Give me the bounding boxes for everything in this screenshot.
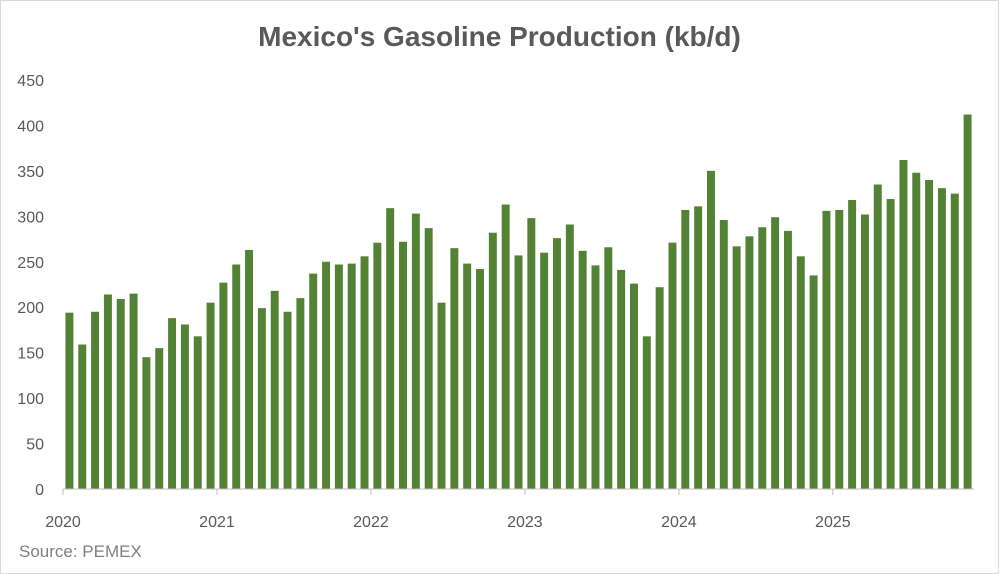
- x-tick-label: 2022: [353, 514, 389, 531]
- bar: [809, 275, 818, 489]
- bar: [745, 236, 754, 489]
- bar: [835, 209, 844, 489]
- bar: [399, 241, 407, 489]
- bar: [694, 206, 703, 489]
- y-tick-label: 150: [17, 346, 44, 363]
- bar: [142, 357, 151, 489]
- bar: [963, 114, 972, 489]
- bar: [463, 263, 472, 489]
- bar: [668, 242, 677, 489]
- source-note: Source: PEMEX: [19, 542, 142, 561]
- bar: [886, 199, 895, 489]
- bar: [591, 265, 600, 489]
- bar: [91, 311, 100, 489]
- bar: [283, 311, 292, 489]
- y-axis: 0 50 100 150 200 250 300 350 400 450: [17, 73, 44, 499]
- bar: [347, 263, 356, 489]
- bar: [309, 273, 318, 489]
- bar: [373, 242, 382, 489]
- bar: [527, 218, 536, 489]
- bar: [655, 287, 664, 489]
- x-tick-label: 2021: [199, 514, 235, 531]
- y-tick-label: 400: [17, 118, 44, 135]
- bar: [950, 193, 959, 490]
- bar: [578, 250, 587, 489]
- y-tick-label: 250: [17, 255, 44, 272]
- bar: [873, 184, 882, 489]
- bar: [386, 208, 395, 489]
- bar: [78, 344, 87, 489]
- y-tick-label: 50: [26, 437, 44, 454]
- bar: [783, 230, 792, 489]
- bar: [232, 264, 241, 489]
- bar: [193, 336, 202, 489]
- bar: [514, 255, 523, 489]
- bar: [630, 283, 638, 489]
- x-tick-label: 2023: [507, 514, 543, 531]
- bar: [553, 238, 561, 489]
- bar: [719, 219, 728, 489]
- bar: [103, 294, 112, 489]
- chart-title: Mexico's Gasoline Production (kb/d): [258, 21, 741, 52]
- bar: [642, 336, 651, 489]
- bar: [681, 209, 690, 489]
- bar: [899, 159, 908, 490]
- bar: [848, 199, 857, 489]
- x-tick-label: 2020: [45, 514, 81, 531]
- bar: [617, 269, 626, 489]
- bar: [565, 224, 574, 489]
- bar: [771, 217, 780, 490]
- bar: [168, 318, 177, 489]
- bar: [437, 302, 446, 489]
- bar: [540, 252, 549, 489]
- bar: [116, 299, 125, 489]
- bar: [706, 170, 715, 489]
- bar: [860, 214, 869, 489]
- x-axis: 2020 2021 2022 2023 2024 2025: [45, 489, 851, 531]
- bar: [360, 256, 369, 489]
- bar: [488, 232, 497, 489]
- bar: [155, 348, 164, 489]
- bar: [411, 213, 420, 490]
- x-tick-label: 2024: [661, 514, 697, 531]
- bar: [796, 256, 805, 489]
- bar: [822, 210, 831, 489]
- bar: [501, 204, 510, 489]
- x-tick-label: 2025: [815, 514, 851, 531]
- y-tick-label: 200: [17, 300, 44, 317]
- bar: [925, 179, 934, 490]
- y-tick-label: 100: [17, 391, 44, 408]
- bar: [245, 249, 254, 489]
- bar: [912, 172, 921, 489]
- y-tick-label: 300: [17, 209, 44, 226]
- bar: [270, 290, 279, 489]
- bar: [129, 293, 138, 489]
- bar: [424, 228, 433, 489]
- bar: [206, 302, 215, 489]
- bar: [334, 264, 343, 489]
- bar: [937, 188, 946, 489]
- bar: [257, 308, 266, 489]
- bar: [604, 247, 613, 489]
- y-tick-label: 450: [17, 73, 44, 90]
- bar-series: [65, 114, 972, 490]
- bar: [219, 282, 228, 489]
- bar: [65, 312, 74, 489]
- bar: [296, 298, 305, 489]
- bar: [758, 227, 767, 490]
- y-tick-label: 0: [35, 482, 44, 499]
- bar: [476, 269, 484, 489]
- bar: [322, 261, 331, 489]
- bar: [732, 246, 741, 489]
- bar: [450, 248, 459, 489]
- y-tick-label: 350: [17, 164, 44, 181]
- bar: [180, 324, 189, 489]
